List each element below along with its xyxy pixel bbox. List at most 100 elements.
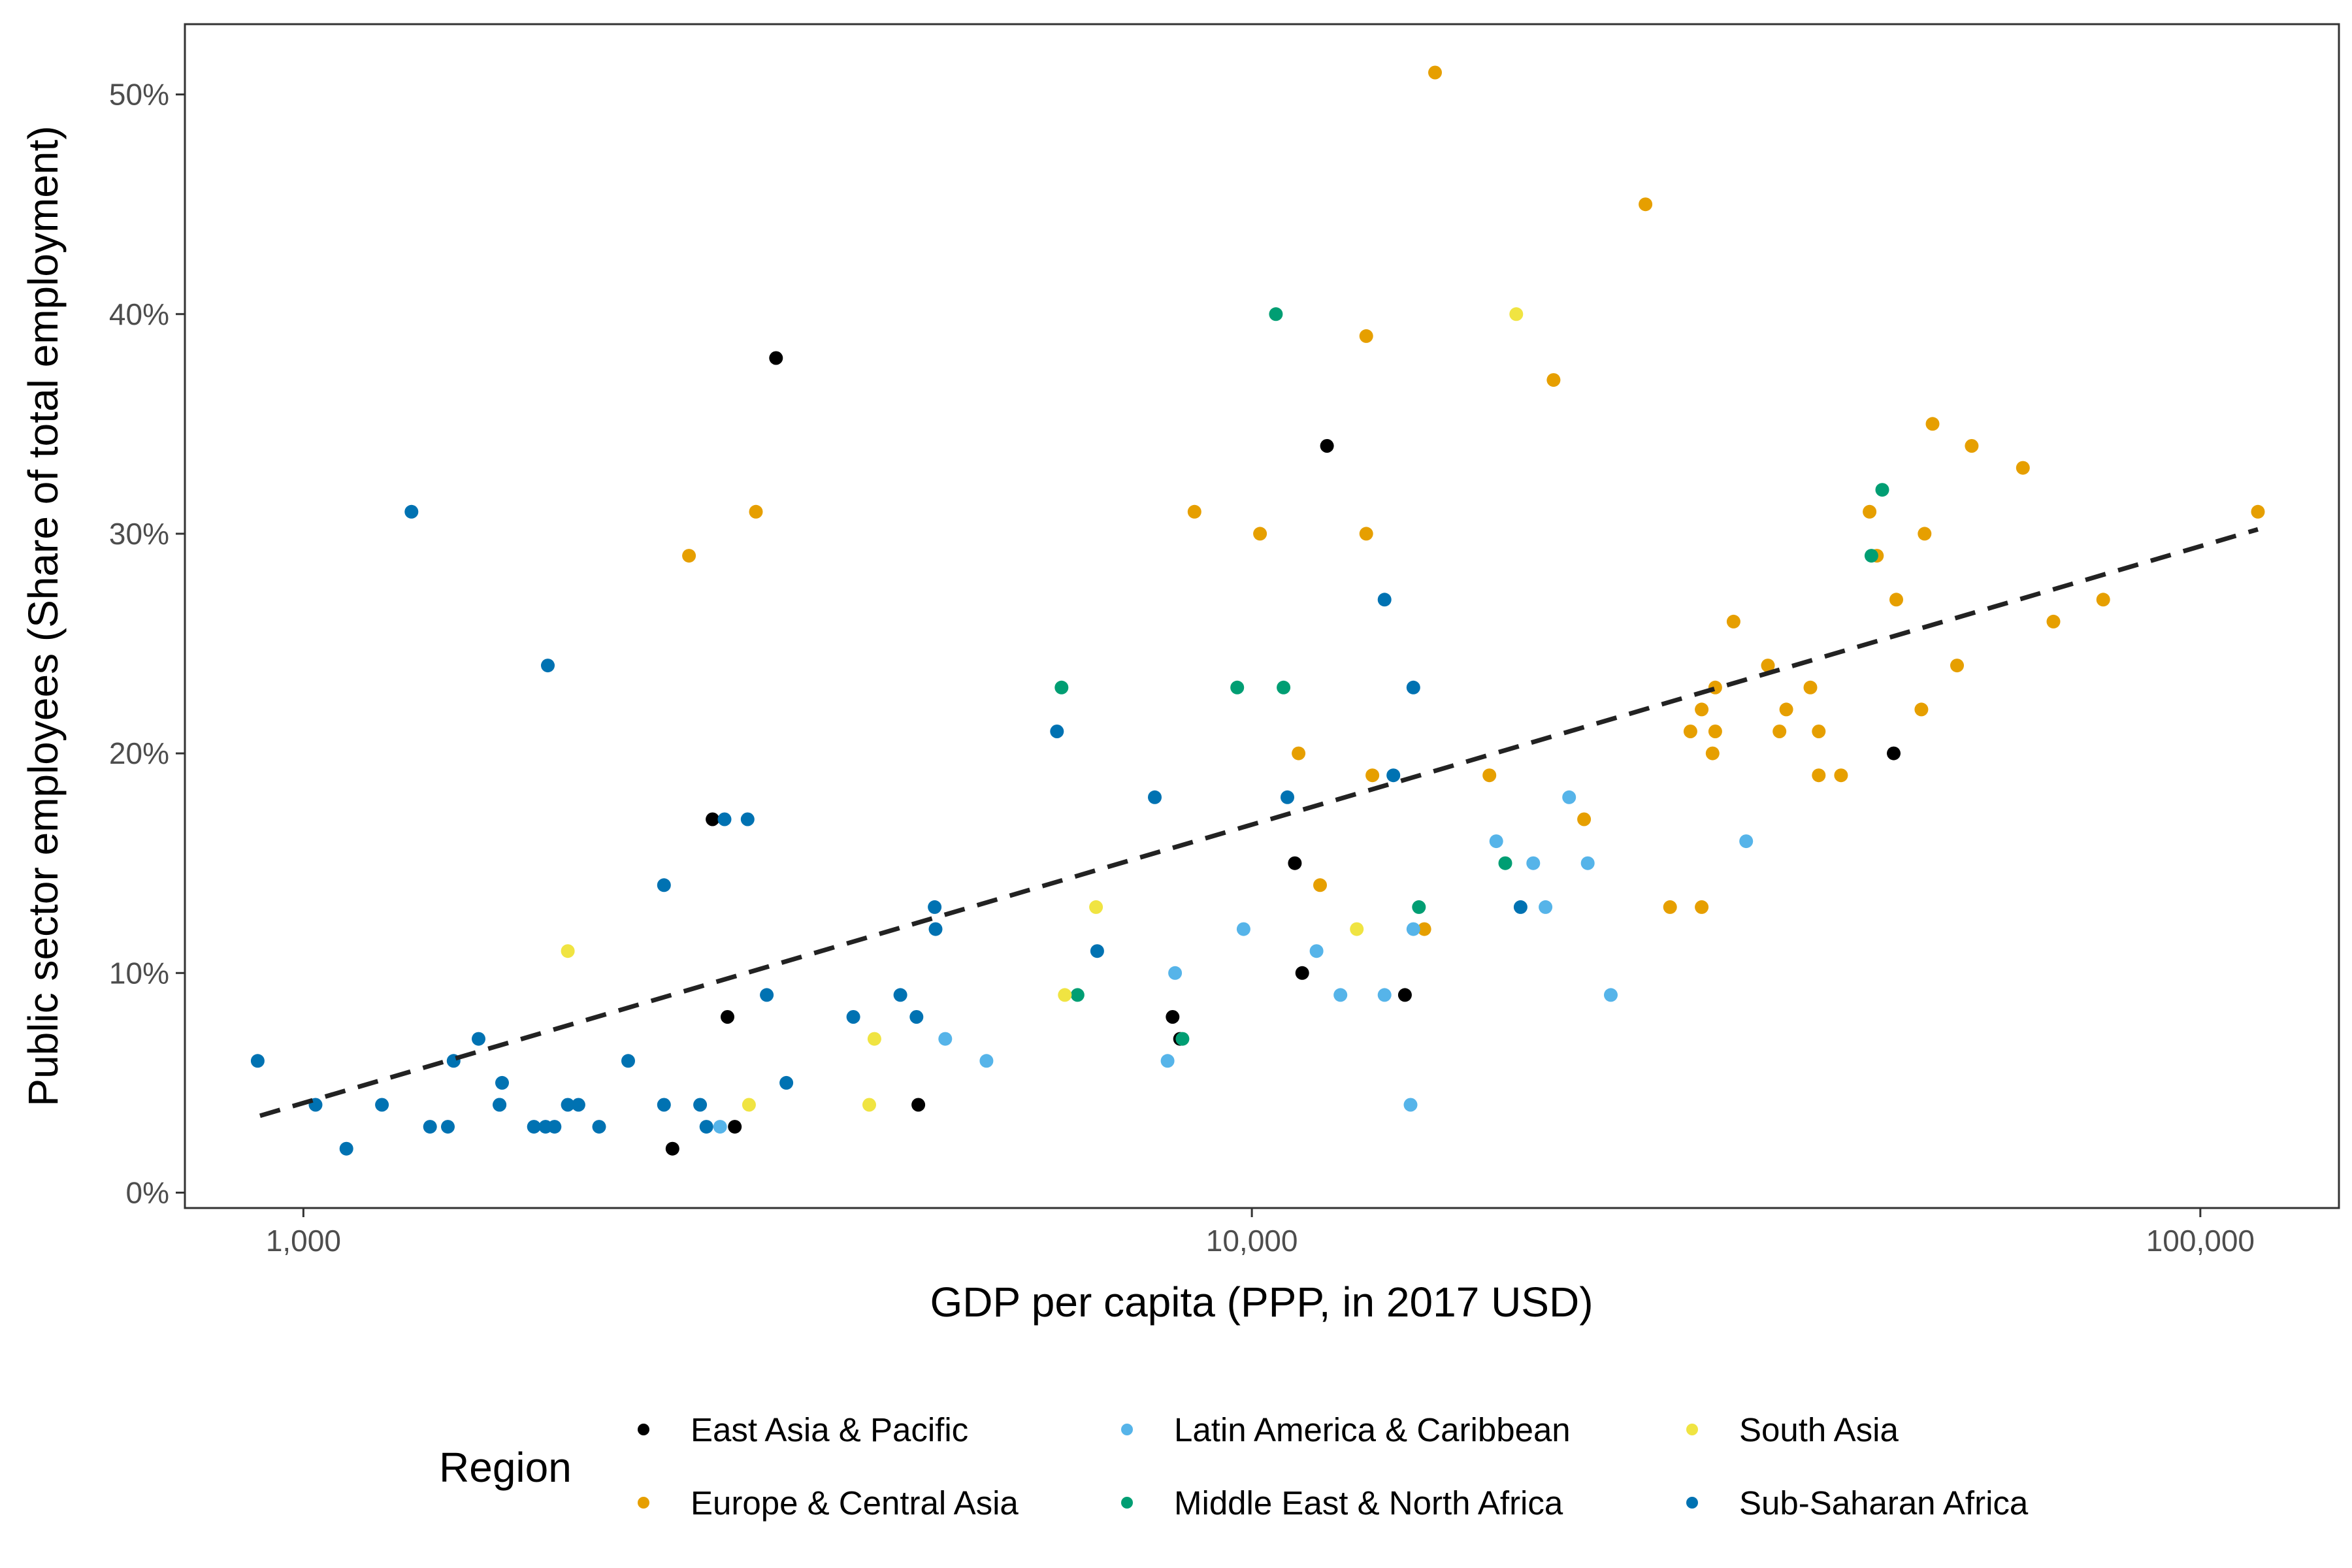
data-point	[1726, 614, 1740, 629]
data-point	[1498, 856, 1512, 870]
data-point	[728, 1120, 742, 1134]
data-point	[1350, 922, 1364, 936]
series-south-asia	[561, 307, 1524, 1112]
data-point	[404, 504, 419, 519]
data-point	[740, 812, 755, 826]
legend-item: Europe & Central Asia	[638, 1484, 1019, 1522]
data-point	[621, 1054, 635, 1068]
series-middle-east-north-africa	[1054, 307, 1889, 1046]
data-point	[1277, 680, 1291, 694]
data-point	[571, 1098, 585, 1112]
data-point	[749, 504, 763, 519]
y-tick-label: 10%	[109, 956, 169, 990]
y-tick-label: 50%	[109, 78, 169, 112]
legend-label: Middle East & North Africa	[1174, 1484, 1563, 1522]
data-point	[1803, 680, 1818, 694]
legend-swatch	[638, 1424, 649, 1435]
x-tick-label: 1,000	[266, 1224, 341, 1258]
data-point	[1236, 922, 1250, 936]
data-point	[1639, 197, 1653, 212]
legend-item: Middle East & North Africa	[1121, 1484, 1563, 1522]
data-point	[493, 1098, 507, 1112]
data-point	[769, 351, 783, 365]
axes: 0% 10% 20% 30% 40% 50% 1,000 10,000 100,000	[109, 78, 2255, 1258]
data-point	[1761, 659, 1775, 673]
data-point	[699, 1120, 713, 1134]
data-point	[1412, 900, 1426, 914]
data-point	[1695, 900, 1709, 914]
data-point	[1526, 856, 1541, 870]
data-point	[1863, 504, 1877, 519]
data-point	[657, 1098, 671, 1112]
y-tick-label: 40%	[109, 297, 169, 331]
chart-marks	[250, 65, 2265, 1156]
data-point	[495, 1075, 509, 1090]
series-latin-america-caribbean	[713, 790, 1754, 1134]
data-point	[1309, 944, 1324, 958]
data-point	[1604, 988, 1618, 1002]
data-point	[423, 1120, 437, 1134]
data-point	[1175, 1032, 1190, 1046]
data-point	[1377, 988, 1392, 1002]
legend-item: Latin America & Caribbean	[1121, 1411, 1571, 1448]
data-point	[1166, 1010, 1180, 1024]
data-point	[1386, 768, 1401, 783]
data-point	[779, 1075, 794, 1090]
data-point	[1918, 527, 1932, 541]
data-point	[1950, 659, 1964, 673]
data-point	[1482, 768, 1497, 783]
data-point	[1513, 900, 1527, 914]
data-point	[911, 1098, 926, 1112]
data-point	[1708, 725, 1722, 738]
data-point	[375, 1098, 389, 1112]
data-point	[1187, 504, 1201, 519]
data-point	[1489, 834, 1503, 849]
data-point	[1070, 988, 1085, 1002]
data-point	[1365, 768, 1380, 783]
data-point	[1292, 746, 1306, 760]
x-tick-label: 100,000	[2146, 1224, 2255, 1258]
y-axis-title: Public sector employees (Share of total …	[20, 125, 67, 1106]
data-point	[1925, 417, 1940, 431]
data-point	[1313, 878, 1327, 892]
data-point	[527, 1120, 541, 1134]
data-point	[1377, 593, 1392, 607]
data-point	[1148, 790, 1162, 804]
data-point	[1090, 944, 1104, 958]
data-point	[717, 812, 732, 826]
data-point	[1058, 988, 1072, 1002]
data-point	[250, 1054, 265, 1068]
data-point	[1417, 922, 1431, 936]
series-sub-saharan-africa	[250, 504, 1527, 1156]
legend-title: Region	[439, 1444, 572, 1491]
data-point	[1875, 483, 1889, 497]
data-point	[928, 922, 943, 936]
x-axis-title: GDP per capita (PPP, in 2017 USD)	[930, 1279, 1593, 1326]
data-point	[1359, 329, 1373, 343]
series-europe-central-asia	[682, 65, 2265, 936]
data-point	[2096, 593, 2110, 607]
data-point	[1160, 1054, 1175, 1068]
legend-swatch	[1121, 1424, 1133, 1435]
data-point	[846, 1010, 860, 1024]
data-point	[1269, 307, 1283, 321]
data-point	[1889, 593, 1903, 607]
plot-panel-border	[184, 23, 2340, 1209]
data-point	[1683, 725, 1697, 738]
y-tick-label: 20%	[109, 736, 169, 770]
data-point	[1054, 680, 1069, 694]
data-point	[1695, 702, 1709, 717]
legend-label: Sub-Saharan Africa	[1739, 1484, 2029, 1522]
legend-item: Sub-Saharan Africa	[1686, 1484, 2029, 1522]
data-point	[1428, 65, 1442, 80]
legend-swatch	[638, 1497, 649, 1509]
data-point	[1772, 725, 1787, 738]
data-point	[2016, 461, 2030, 475]
data-point	[561, 1098, 575, 1112]
legend-label: Europe & Central Asia	[691, 1484, 1019, 1522]
legend: Region East Asia & Pacific Europe & Centr…	[439, 1411, 2029, 1522]
data-point	[339, 1141, 353, 1156]
data-point	[2251, 504, 2265, 519]
